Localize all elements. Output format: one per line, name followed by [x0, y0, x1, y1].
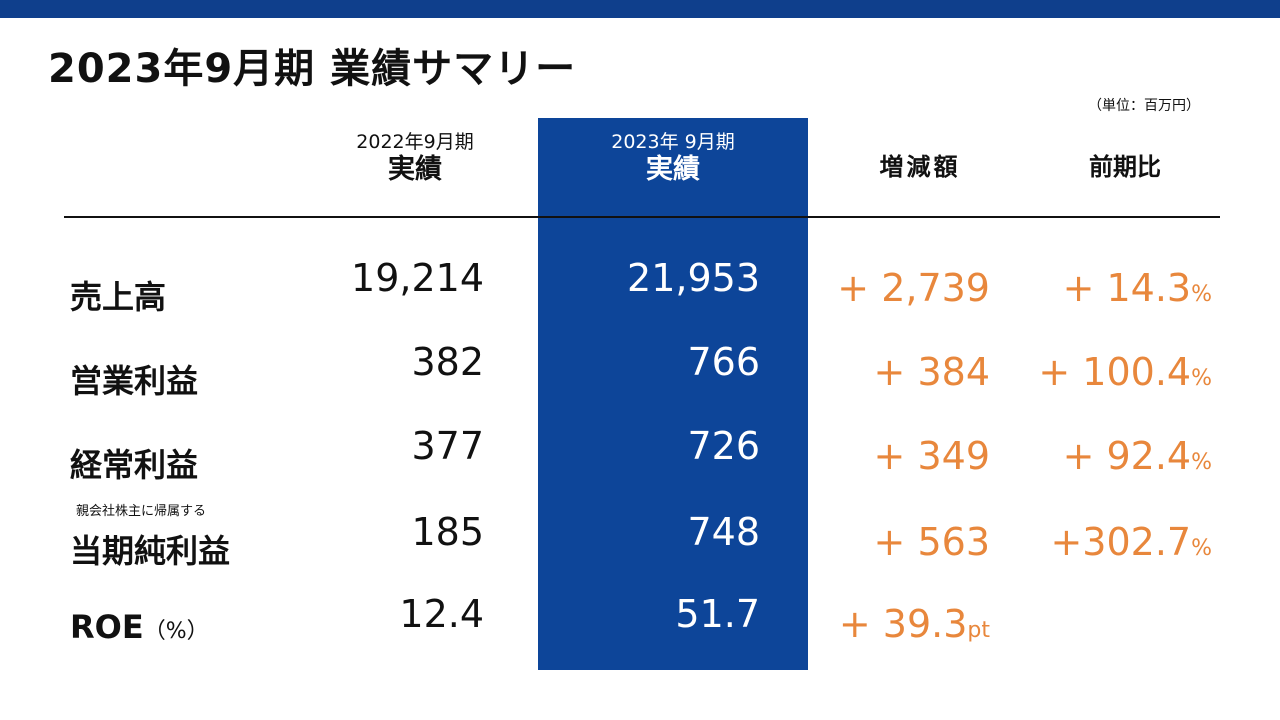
prev-value: 12.4 [399, 592, 484, 636]
ratio-number: + 92.4 [1062, 434, 1192, 478]
ratio-number: + 14.3 [1062, 266, 1192, 310]
page-title: 2023年9月期 業績サマリー [48, 46, 577, 92]
row-label-suffix: （%） [143, 619, 209, 644]
prev-value: 19,214 [351, 256, 484, 300]
header-divider [64, 216, 1220, 218]
diff-value: + 384 [873, 350, 990, 394]
ratio-number: + 100.4 [1038, 350, 1192, 394]
ratio-value: + 14.3% [990, 266, 1212, 310]
diff-suffix: pt [967, 618, 990, 643]
current-value: 21,953 [627, 256, 760, 300]
ratio-value: + 92.4% [990, 434, 1212, 478]
ratio-suffix: % [1191, 536, 1212, 561]
current-value: 748 [687, 510, 760, 554]
cur-results-label: 実績 [646, 153, 700, 185]
current-period-highlight [538, 118, 808, 670]
prev-value: 377 [411, 424, 484, 468]
column-header-prev: 2022年9月期 実績 [320, 131, 510, 185]
prev-value: 382 [411, 340, 484, 384]
column-header-diff: 増減額 [879, 153, 961, 181]
diff-value: + 39.3pt [800, 602, 990, 646]
cur-period-label: 2023年 9月期 [611, 131, 735, 153]
ratio-suffix: % [1191, 450, 1212, 475]
prev-period-label: 2022年9月期 [356, 131, 474, 153]
column-header-current: 2023年 9月期 実績 [538, 131, 808, 185]
unit-note: （単位：百万円） [1088, 98, 1200, 114]
column-header-ratio: 前期比 [1089, 153, 1161, 181]
diff-value: + 349 [873, 434, 990, 478]
current-value: 726 [687, 424, 760, 468]
prev-results-label: 実績 [388, 153, 442, 185]
ratio-suffix: % [1191, 366, 1212, 391]
diff-value: + 2,739 [837, 266, 990, 310]
row-ordinary-income: 経常利益 377 726 + 349 + 92.4% [0, 424, 1280, 486]
current-value: 766 [687, 340, 760, 384]
row-label: 売上高 [70, 278, 167, 316]
row-label-text: ROE [70, 608, 144, 646]
row-label: 営業利益 [70, 362, 199, 400]
prev-value: 185 [411, 510, 484, 554]
ratio-number: +302.7 [1050, 520, 1192, 564]
diff-value: + 563 [873, 520, 990, 564]
row-label: 経常利益 [70, 446, 199, 484]
row-roe: ROE（%） 12.4 51.7 + 39.3pt [0, 592, 1280, 654]
ratio-value: + 100.4% [990, 350, 1212, 394]
ratio-value: +302.7% [990, 520, 1212, 564]
row-net-sales: 売上高 19,214 21,953 + 2,739 + 14.3% [0, 256, 1280, 318]
row-label: ROE（%） [70, 608, 209, 646]
row-net-income: 親会社株主に帰属する 当期純利益 185 748 + 563 +302.7% [0, 504, 1280, 572]
diff-number: + 39.3 [838, 602, 968, 646]
row-operating-income: 営業利益 382 766 + 384 + 100.4% [0, 340, 1280, 402]
ratio-suffix: % [1191, 282, 1212, 307]
current-value: 51.7 [675, 592, 760, 636]
top-accent-bar [0, 0, 1280, 18]
row-sublabel: 親会社株主に帰属する [76, 504, 207, 519]
row-label: 当期純利益 [70, 532, 231, 570]
